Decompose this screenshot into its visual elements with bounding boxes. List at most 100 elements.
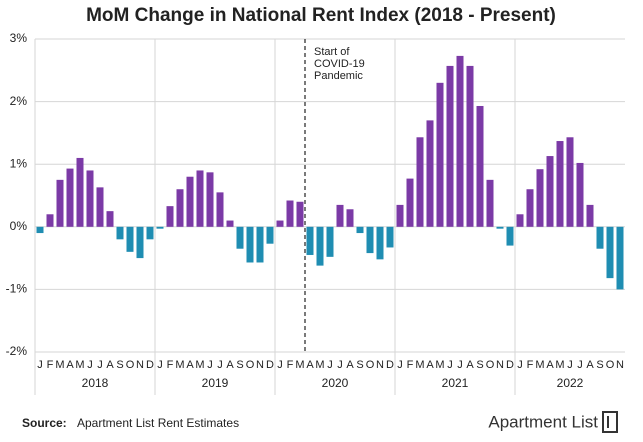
bar	[596, 226, 604, 249]
bar	[476, 105, 484, 227]
x-tick-label: D	[506, 359, 514, 371]
bar	[576, 162, 584, 227]
x-tick-label: O	[126, 359, 135, 371]
bar	[36, 226, 44, 234]
x-tick-label: D	[386, 359, 394, 371]
x-tick-label: M	[175, 359, 184, 371]
bar	[56, 179, 64, 227]
year-label: 2022	[557, 376, 584, 390]
bar	[296, 201, 304, 227]
bar	[76, 157, 84, 227]
x-tick-label: O	[606, 359, 615, 371]
bar	[406, 178, 414, 227]
bar	[536, 169, 544, 227]
chart-title: MoM Change in National Rent Index (2018 …	[86, 5, 556, 26]
x-tick-label: M	[315, 359, 324, 371]
bar	[286, 200, 294, 227]
x-tick-label: A	[426, 359, 434, 371]
bar	[166, 206, 174, 227]
bar	[556, 141, 564, 227]
annotation-text: COVID-19	[314, 58, 365, 70]
x-tick-label: J	[37, 359, 43, 371]
x-tick-label: J	[327, 359, 333, 371]
x-tick-label: O	[486, 359, 495, 371]
bar	[126, 226, 134, 252]
x-tick-label: N	[616, 359, 624, 371]
y-tick-label: -1%	[6, 282, 28, 296]
bar	[266, 226, 274, 244]
x-tick-label: M	[415, 359, 424, 371]
bar	[376, 226, 384, 260]
x-tick-label: S	[116, 359, 123, 371]
x-tick-label: A	[466, 359, 474, 371]
x-tick-label: F	[47, 359, 54, 371]
bar	[386, 226, 394, 248]
x-tick-label: J	[337, 359, 343, 371]
x-tick-label: F	[167, 359, 174, 371]
x-tick-label: A	[106, 359, 114, 371]
bar	[66, 168, 74, 227]
bar	[606, 226, 614, 279]
bar	[136, 226, 144, 259]
y-tick-label: -2%	[6, 344, 28, 358]
x-tick-label: A	[306, 359, 314, 371]
bar	[196, 170, 204, 227]
x-tick-label: S	[596, 359, 603, 371]
bar	[226, 220, 234, 227]
bar	[206, 172, 214, 227]
x-tick-label: S	[356, 359, 363, 371]
x-tick-label: O	[366, 359, 375, 371]
year-label: 2021	[442, 376, 469, 390]
x-tick-label: J	[277, 359, 283, 371]
x-tick-label: N	[376, 359, 384, 371]
bar	[486, 179, 494, 227]
bar	[176, 189, 184, 227]
bar	[346, 209, 354, 227]
x-tick-label: A	[546, 359, 554, 371]
x-tick-label: J	[87, 359, 93, 371]
bar	[546, 156, 554, 227]
x-tick-label: J	[97, 359, 103, 371]
annotation-text: Pandemic	[314, 70, 363, 82]
logo-icon	[602, 411, 618, 433]
bar	[216, 192, 224, 227]
x-tick-label: O	[246, 359, 255, 371]
year-label: 2018	[82, 376, 109, 390]
bar	[336, 204, 344, 227]
x-tick-label: J	[207, 359, 213, 371]
x-tick-label: F	[527, 359, 534, 371]
x-tick-label: S	[236, 359, 243, 371]
bar	[446, 65, 454, 227]
x-tick-label: J	[217, 359, 223, 371]
bar	[516, 214, 524, 227]
x-tick-label: A	[346, 359, 354, 371]
bar	[156, 226, 164, 229]
x-tick-label: F	[287, 359, 294, 371]
y-tick-label: 2%	[10, 94, 28, 108]
bar	[256, 226, 264, 263]
x-tick-label: A	[226, 359, 234, 371]
bar	[236, 226, 244, 249]
bar	[616, 226, 624, 290]
bar	[366, 226, 374, 254]
source-label: Source:	[22, 416, 67, 430]
x-tick-label: D	[266, 359, 274, 371]
bar	[526, 189, 534, 227]
x-tick-label: J	[457, 359, 463, 371]
x-tick-label: M	[555, 359, 564, 371]
bar	[456, 55, 464, 227]
bar	[186, 176, 194, 227]
y-tick-label: 0%	[10, 219, 28, 233]
x-tick-label: M	[435, 359, 444, 371]
bar	[506, 226, 514, 246]
bar	[276, 220, 284, 227]
x-tick-label: M	[75, 359, 84, 371]
bar	[396, 204, 404, 227]
x-tick-label: J	[157, 359, 163, 371]
x-tick-label: M	[195, 359, 204, 371]
bar	[566, 137, 574, 227]
x-tick-label: S	[476, 359, 483, 371]
source: Apartment List Rent Estimates	[77, 416, 239, 430]
x-tick-label: N	[256, 359, 264, 371]
